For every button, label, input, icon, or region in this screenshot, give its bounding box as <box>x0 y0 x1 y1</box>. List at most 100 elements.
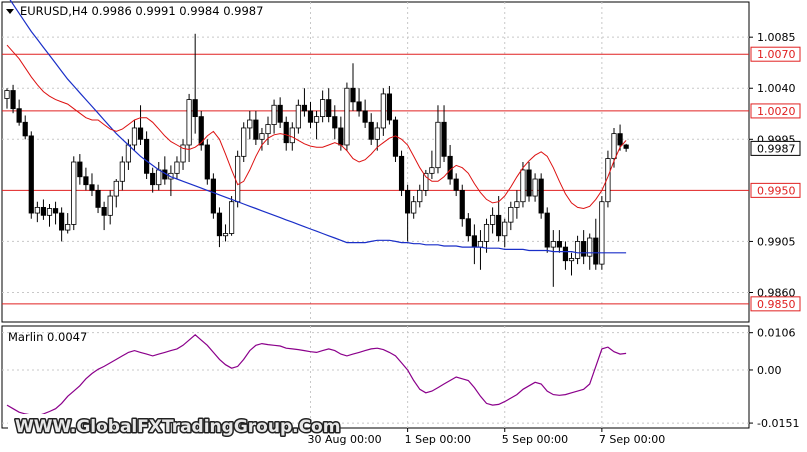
candle-body <box>313 116 320 123</box>
candle-body <box>222 233 229 237</box>
candle <box>459 184 465 227</box>
indicator-grid <box>2 326 749 428</box>
candle <box>271 99 277 134</box>
candle-body <box>28 135 34 214</box>
candle <box>216 207 223 248</box>
candle-body <box>532 178 538 197</box>
candle <box>587 233 593 270</box>
candle <box>362 99 368 128</box>
indicator-panel[interactable] <box>1 325 750 429</box>
indicator-tick-label: 0.0106 <box>757 327 796 340</box>
price-panel[interactable] <box>1 1 750 323</box>
current-price-label: 0.9987 <box>757 142 796 155</box>
level-tag <box>750 46 801 62</box>
candle-body <box>453 178 459 191</box>
candle <box>350 63 356 111</box>
candle-body <box>307 110 314 123</box>
candle-body <box>101 206 107 216</box>
candle-body <box>550 241 556 248</box>
candle-body <box>593 237 599 265</box>
candle <box>465 213 471 242</box>
slow-moving-average-line <box>9 0 627 254</box>
candle-body <box>16 108 22 123</box>
candle <box>174 156 180 180</box>
candle <box>392 116 399 162</box>
candle <box>228 196 235 236</box>
candle <box>398 150 405 197</box>
candle <box>562 241 569 270</box>
candle-body <box>40 206 47 216</box>
candle <box>307 101 314 128</box>
candle <box>313 110 320 140</box>
candle <box>265 116 271 145</box>
candle-body <box>350 87 356 103</box>
candle <box>326 88 332 123</box>
candle-body <box>186 99 192 146</box>
candle-body <box>483 224 490 242</box>
candle-body <box>125 144 131 163</box>
candle <box>574 235 581 265</box>
candle <box>502 218 508 248</box>
candle <box>198 110 204 151</box>
candle <box>95 184 101 214</box>
candle-body <box>581 241 587 257</box>
time-tick-label: 5 Sep 00:00 <box>502 433 568 446</box>
candle-body <box>228 201 235 234</box>
candle-body <box>332 116 338 129</box>
candle <box>368 113 374 145</box>
candle-body <box>113 180 119 197</box>
indicator-axis: 0.0106 0.00 -0.0151 <box>749 327 799 430</box>
candle <box>526 162 532 202</box>
candle-body <box>344 87 350 146</box>
candle <box>332 105 338 140</box>
candle-body <box>46 208 53 216</box>
indicator-tick-label: -0.0151 <box>757 417 799 430</box>
candle-body <box>417 189 423 203</box>
watermark-text: WWW.GlobalFXTradingGroup.Com <box>15 417 340 437</box>
time-tick-label: 1 Sep 00:00 <box>405 433 471 446</box>
candle <box>22 115 28 140</box>
candle-body <box>89 184 95 191</box>
candle-body <box>119 161 125 182</box>
candle-body <box>514 201 520 208</box>
candle-body <box>605 158 611 203</box>
candle-body <box>538 178 544 214</box>
candle-body <box>289 127 295 144</box>
candle-body <box>568 258 575 262</box>
candle-body <box>295 104 301 129</box>
candle <box>301 88 308 117</box>
candle-body <box>611 133 617 159</box>
candle-body <box>265 124 271 135</box>
candle-body <box>477 241 484 248</box>
candle <box>520 162 526 208</box>
candle-body <box>4 90 10 99</box>
marlin-line <box>6 334 627 417</box>
candle-body <box>429 167 435 174</box>
candle <box>131 120 138 151</box>
collapse-triangle-icon[interactable] <box>6 9 14 14</box>
candle-body <box>508 206 514 223</box>
level-tag-label: 0.9950 <box>757 184 796 197</box>
indicator-tick-label: 0.00 <box>757 364 782 377</box>
candle <box>483 218 490 253</box>
candle-body <box>617 133 623 146</box>
level-tag <box>750 296 801 312</box>
candle-body <box>235 155 241 203</box>
candle <box>235 150 241 208</box>
horizontal-levels <box>2 53 749 305</box>
candle-body <box>22 121 28 137</box>
candle <box>186 93 192 162</box>
candle-body <box>374 127 380 140</box>
candle <box>28 131 34 219</box>
candle-body <box>459 189 465 220</box>
symbol-header: EURUSD,H4 0.9986 0.9991 0.9984 0.9987 <box>20 4 263 18</box>
candle <box>137 105 144 145</box>
candle-body <box>320 99 326 118</box>
level-tag <box>750 182 801 198</box>
candle-body <box>544 212 550 248</box>
candle-body <box>301 104 308 112</box>
candle <box>101 201 107 231</box>
candle-body <box>574 241 581 259</box>
candle <box>489 207 496 234</box>
